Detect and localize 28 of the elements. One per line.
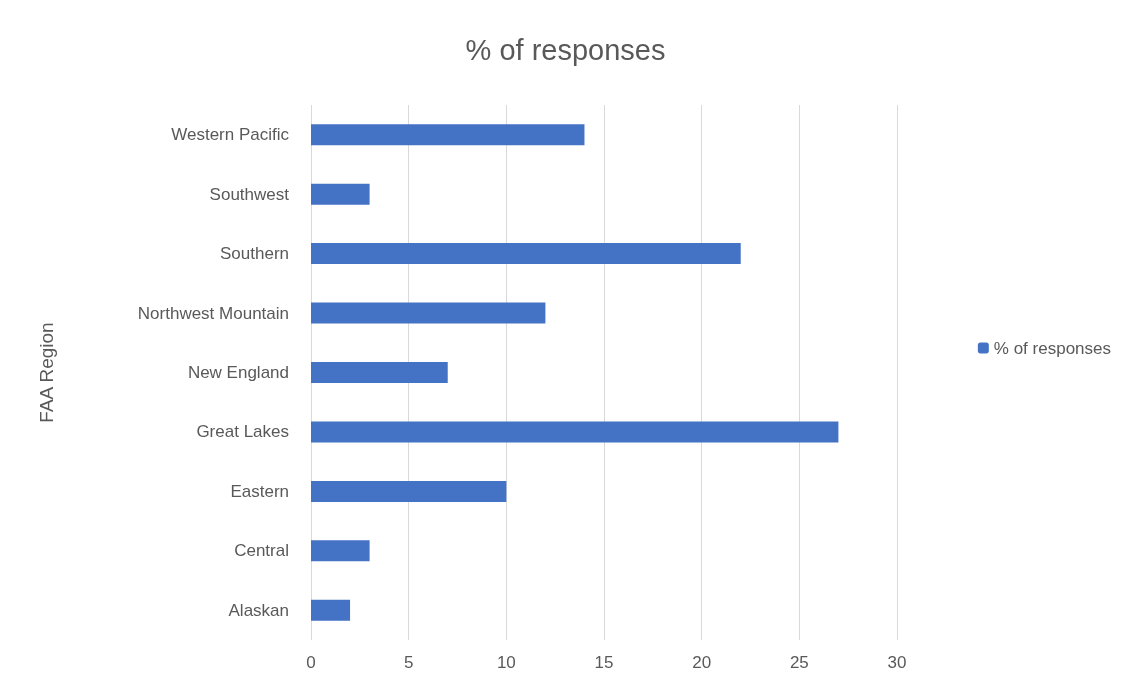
bar <box>311 302 546 324</box>
x-tick-label: 0 <box>306 653 316 672</box>
x-tick-label: 25 <box>789 653 809 672</box>
bar <box>311 183 370 205</box>
x-tick-label: 30 <box>887 653 907 672</box>
x-tick-label: 10 <box>496 653 516 672</box>
bar <box>311 599 351 621</box>
y-axis-title: FAA Region <box>36 322 57 423</box>
y-tick-label: Southwest <box>209 184 290 204</box>
bar <box>311 362 448 383</box>
x-tick-label: 20 <box>692 653 712 672</box>
chart-title: % of responses <box>465 33 666 66</box>
bar <box>311 421 839 443</box>
y-tick-label: Southern <box>220 244 289 264</box>
y-tick-label: Northwest Mountain <box>137 303 289 323</box>
y-tick-label: Great Lakes <box>196 422 289 442</box>
x-tick-label: 5 <box>403 653 414 672</box>
y-tick-label: Central <box>234 541 289 561</box>
y-tick-label: Alaskan <box>228 600 289 620</box>
y-tick-label: New England <box>187 363 289 382</box>
bar <box>311 480 507 502</box>
bar <box>311 540 370 562</box>
legend-label: % of responses <box>993 338 1112 358</box>
bar <box>311 124 585 146</box>
bar <box>311 243 741 265</box>
y-tick-label: Western Pacific <box>171 125 290 145</box>
y-tick-label: Eastern <box>230 481 289 501</box>
x-tick-label: 15 <box>594 653 614 672</box>
